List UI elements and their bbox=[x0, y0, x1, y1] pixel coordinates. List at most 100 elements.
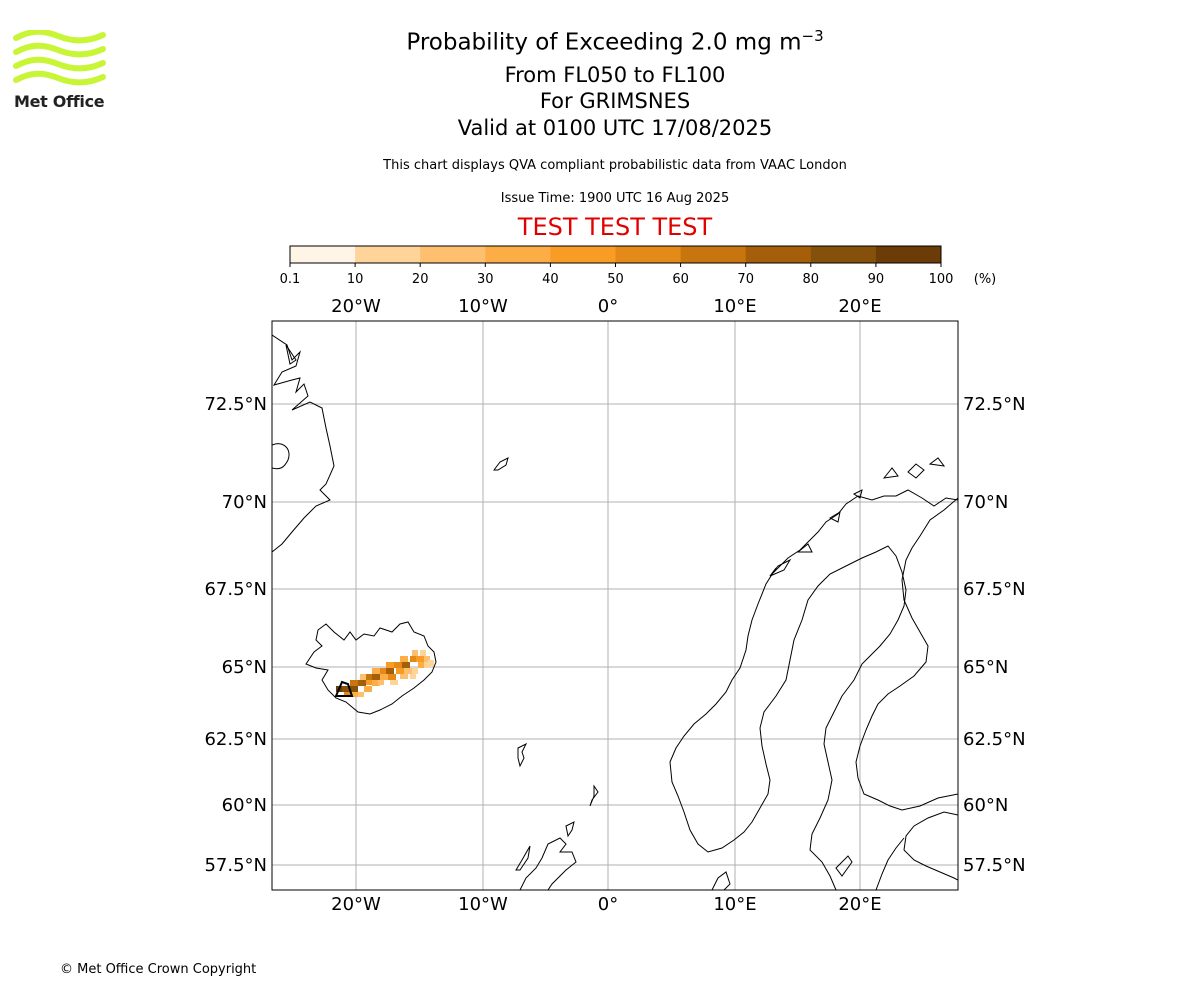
plume-cell bbox=[394, 662, 402, 668]
faroe-coastline bbox=[517, 742, 528, 768]
latitude-label-right: 57.5°N bbox=[963, 855, 1026, 876]
plume-cell bbox=[378, 680, 384, 685]
latitude-label-left: 67.5°N bbox=[204, 579, 267, 600]
latitude-label-right: 62.5°N bbox=[963, 729, 1026, 750]
logo-waves-icon bbox=[13, 28, 106, 86]
scotland-coastline bbox=[519, 837, 577, 890]
plume-cell bbox=[364, 674, 372, 680]
latitude-label-right: 70°N bbox=[963, 492, 1008, 513]
plume-cell bbox=[404, 668, 412, 674]
greenland-island bbox=[285, 344, 297, 365]
colorbar-tick-label: 10 bbox=[347, 272, 364, 287]
latitude-label-left: 57.5°N bbox=[204, 855, 267, 876]
colorbar-segment bbox=[355, 246, 421, 263]
plume-cell bbox=[396, 668, 404, 674]
plume-cell bbox=[380, 674, 388, 680]
sweden-south-coastline bbox=[875, 837, 905, 890]
longitude-label-top: 0° bbox=[598, 296, 618, 317]
issue-time: Issue Time: 1900 UTC 16 Aug 2025 bbox=[500, 191, 730, 206]
colorbar-unit: (%) bbox=[974, 272, 997, 287]
map-frame bbox=[271, 320, 959, 891]
colorbar-segment bbox=[680, 246, 747, 263]
subtitle: This chart displays QVA compliant probab… bbox=[383, 158, 847, 173]
colorbar-tick-label: 30 bbox=[477, 272, 494, 287]
colorbar: 0.1 10 20 30 40 50 60 70 80 90 100 (%) bbox=[280, 245, 997, 287]
latitude-label-right: 67.5°N bbox=[963, 579, 1026, 600]
plume-cell bbox=[350, 686, 358, 692]
plume-cell bbox=[372, 674, 380, 680]
plume-cell bbox=[428, 660, 434, 666]
colorbar-tick-label: 90 bbox=[868, 272, 885, 287]
valid-time: Valid at 0100 UTC 17/08/2025 bbox=[457, 116, 773, 140]
plume-cell bbox=[410, 656, 418, 662]
plume-cell bbox=[388, 674, 396, 680]
longitude-label-bottom: 10°W bbox=[458, 894, 508, 915]
iceland-coastline bbox=[305, 621, 437, 715]
plume-cell bbox=[420, 650, 426, 656]
longitude-label-bottom: 10°E bbox=[713, 894, 756, 915]
plume-cell bbox=[386, 668, 394, 674]
shetland-coastline bbox=[589, 784, 599, 807]
lofoten-islands bbox=[769, 457, 946, 577]
colorbar-segment bbox=[875, 246, 942, 263]
latitude-label-left: 62.5°N bbox=[204, 729, 267, 750]
plume-cell bbox=[364, 686, 372, 692]
colorbar-segment bbox=[745, 246, 812, 263]
colorbar-segment bbox=[550, 246, 616, 263]
copyright: © Met Office Crown Copyright bbox=[60, 962, 257, 977]
plume-cell bbox=[372, 668, 380, 674]
plume-cell bbox=[390, 680, 398, 685]
volcano-marker-icon bbox=[334, 680, 354, 697]
colorbar-segment bbox=[485, 246, 551, 263]
colorbar-tick-label: 60 bbox=[672, 272, 689, 287]
hebrides-coastline bbox=[515, 845, 531, 871]
colorbar-segment bbox=[420, 246, 486, 263]
longitude-label-top: 20°E bbox=[838, 296, 881, 317]
logo-text: Met Office bbox=[14, 92, 105, 111]
axis-labels: 20°W 20°W 10°W 10°W 0° 0° 10°E 10°E 20°E 20°E 72.5… bbox=[204, 296, 1025, 915]
denmark-coastline bbox=[711, 871, 731, 890]
plume-cell bbox=[416, 656, 424, 662]
plume-cell bbox=[360, 674, 366, 680]
longitude-label-top: 10°E bbox=[713, 296, 756, 317]
longitude-label-bottom: 20°E bbox=[838, 894, 881, 915]
colorbar-tick-label: 0.1 bbox=[280, 272, 301, 287]
plume-cell bbox=[400, 656, 408, 662]
plume-cell bbox=[424, 656, 430, 662]
plume-cell bbox=[378, 668, 386, 674]
test-banner: TEST TEST TEST bbox=[517, 213, 713, 241]
plume-cell bbox=[400, 674, 408, 679]
greenland-coastline bbox=[272, 334, 335, 553]
plume-cell bbox=[356, 692, 364, 697]
longitude-label-top: 20°W bbox=[331, 296, 381, 317]
map-panel: 20°W 20°W 10°W 10°W 0° 0° 10°E 10°E 20°E 20°E 72.5… bbox=[204, 296, 1025, 915]
latitude-label-left: 70°N bbox=[222, 492, 267, 513]
plume-cell bbox=[424, 662, 430, 668]
flight-level-range: From FL050 to FL100 bbox=[504, 63, 726, 87]
plume-cell bbox=[342, 686, 350, 692]
latitude-label-right: 65°N bbox=[963, 657, 1008, 678]
plume-cell bbox=[412, 668, 418, 674]
longitude-label-bottom: 20°W bbox=[331, 894, 381, 915]
graticule bbox=[272, 321, 958, 890]
plume-cell bbox=[352, 692, 358, 697]
longitude-label-top: 10°W bbox=[458, 296, 508, 317]
plume-cell bbox=[412, 650, 418, 656]
colorbar-segment bbox=[615, 246, 682, 263]
longitude-label-bottom: 0° bbox=[598, 894, 618, 915]
colorbar-tick-label: 70 bbox=[737, 272, 754, 287]
colorbar-segment bbox=[810, 246, 877, 263]
colorbar-tick-label: 40 bbox=[542, 272, 559, 287]
jan-mayen-coastline bbox=[493, 457, 509, 471]
plume-cell bbox=[358, 680, 366, 686]
gulf-of-bothnia-east-coastline bbox=[855, 497, 958, 811]
plume-cell bbox=[418, 662, 424, 668]
finland-gulf-coastline bbox=[903, 811, 958, 881]
plume-cell bbox=[402, 662, 410, 668]
met-office-logo: Met Office bbox=[13, 28, 109, 112]
plume-cell bbox=[372, 680, 380, 686]
latitude-label-left: 65°N bbox=[222, 657, 267, 678]
scandinavia-coastline bbox=[669, 489, 958, 890]
greenland-fjord bbox=[272, 443, 290, 470]
